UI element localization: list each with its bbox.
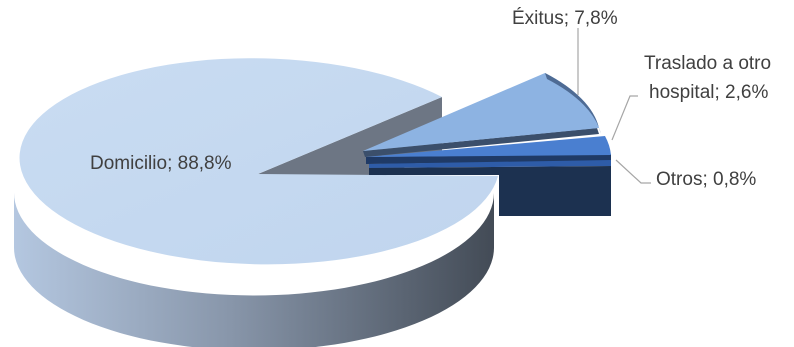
slice-traslado	[366, 136, 611, 157]
data-label-domicilio: Domicilio; 88,8%	[90, 153, 232, 174]
data-label-traslado-line1: Traslado a otro	[644, 53, 771, 74]
slice-exitus-edge	[545, 73, 601, 134]
slice-otros	[369, 160, 611, 168]
slice-otros-side	[369, 166, 611, 216]
slice-exitus-side	[363, 128, 599, 157]
leader-line-otros	[615, 159, 651, 184]
slice-domicilio-side	[13, 192, 494, 347]
data-label-exitus: Éxitus; 7,8%	[512, 8, 618, 29]
leader-line-traslado	[611, 95, 638, 141]
data-label-otros: Otros; 0,8%	[656, 169, 756, 190]
slice-domicilio	[19, 58, 498, 265]
data-label-traslado-line2: hospital; 2,6%	[649, 82, 768, 103]
slice-exitus	[363, 73, 599, 151]
